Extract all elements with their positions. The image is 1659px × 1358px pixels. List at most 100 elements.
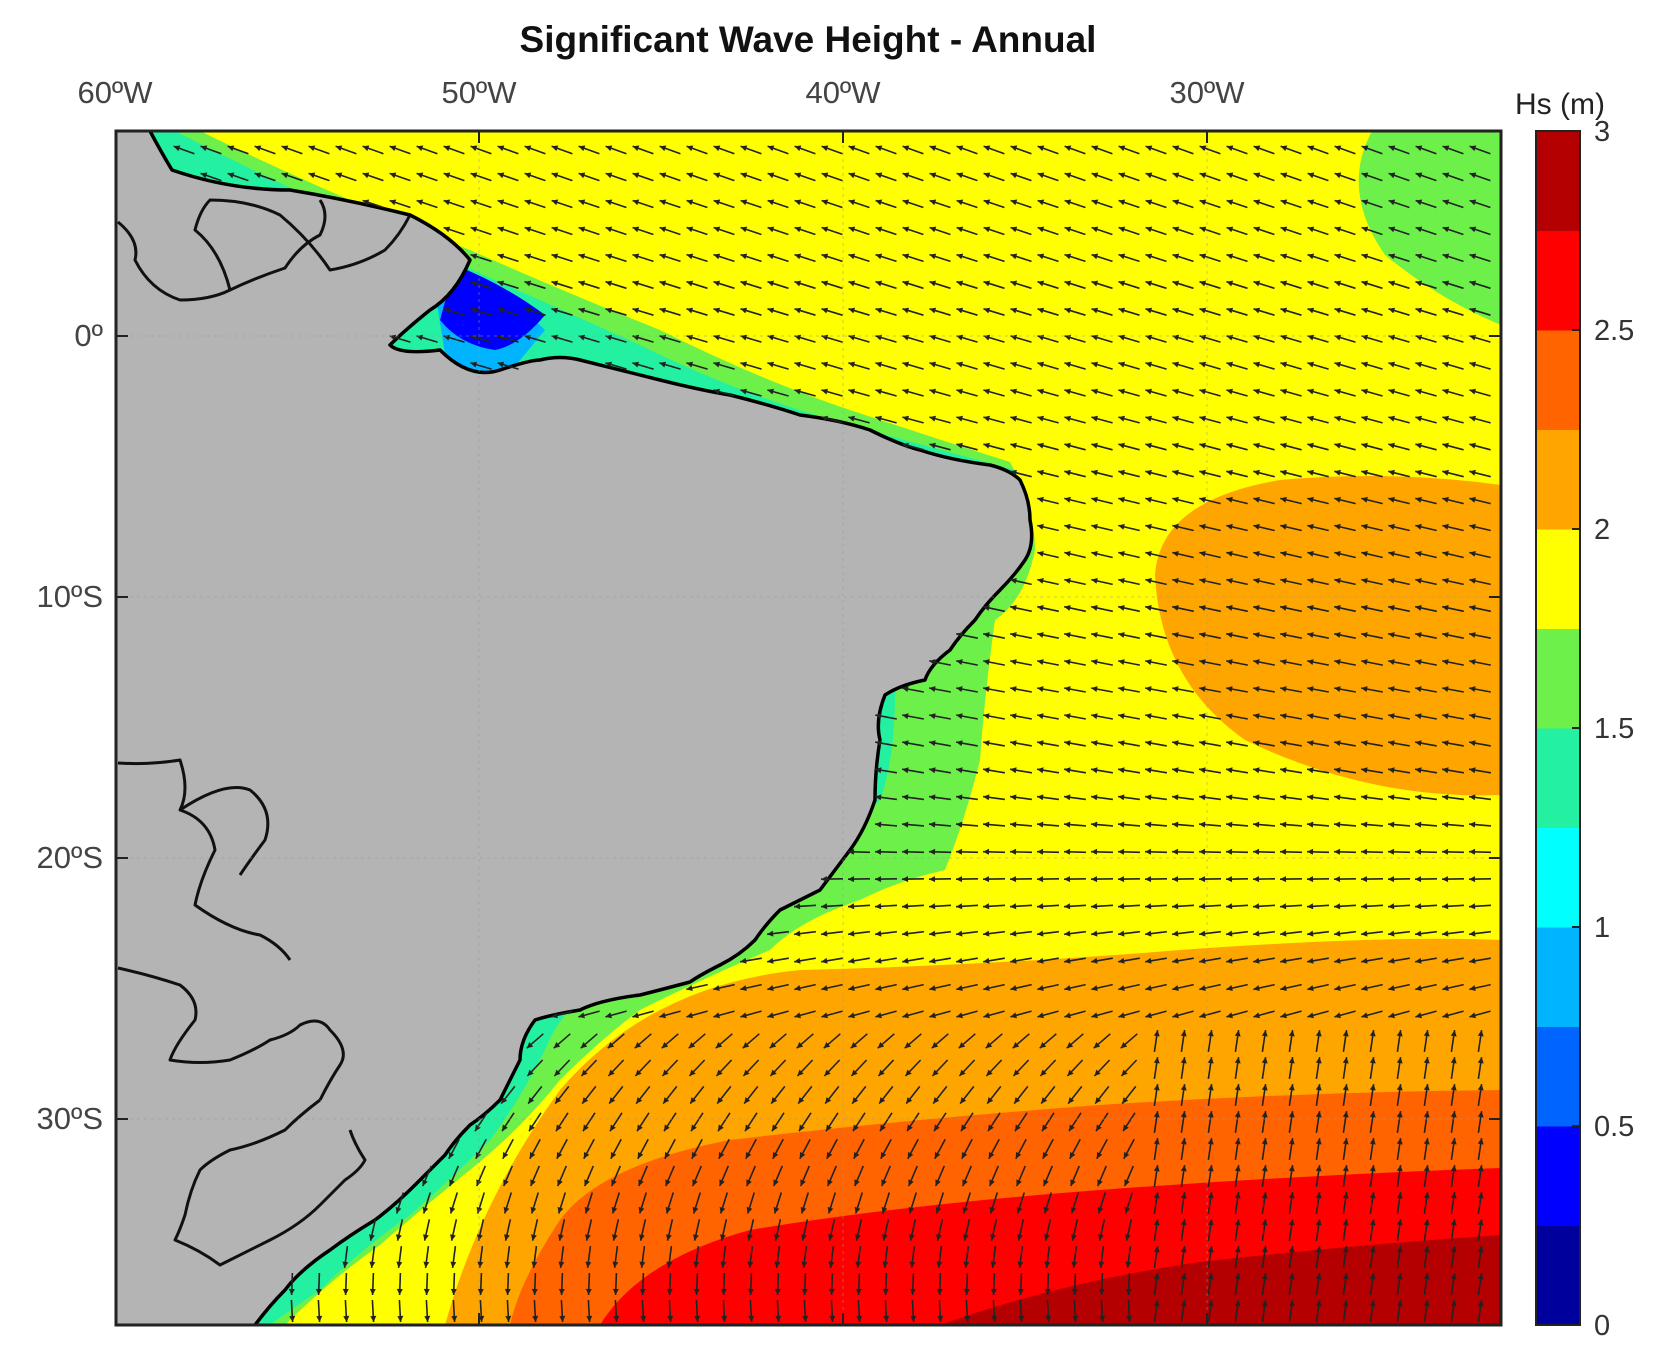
wave-arrow-head xyxy=(1126,1315,1133,1322)
colorbar-tick-label: 3 xyxy=(1594,116,1610,148)
wave-arrow-head xyxy=(1226,985,1233,991)
wave-arrow-head xyxy=(1415,985,1422,991)
wave-arrow-head xyxy=(1010,632,1017,638)
wave-arrow-head xyxy=(852,1097,859,1104)
wave-arrow-head xyxy=(1361,361,1368,368)
wave-arrow-head xyxy=(1280,632,1287,638)
lat-label-0: 0º xyxy=(74,318,103,353)
wave-arrow-head xyxy=(821,145,829,152)
wave-arrow-head xyxy=(933,1097,940,1104)
wave-arrow-head xyxy=(690,1097,697,1104)
wave-arrow-head xyxy=(531,1234,537,1241)
wave-arrow-head xyxy=(423,1288,430,1295)
wave-arrow-head xyxy=(1415,523,1422,530)
wave-arrow-head xyxy=(686,1012,693,1019)
wave-arrow-head xyxy=(1153,1192,1160,1199)
wave-arrow-head xyxy=(1145,172,1153,179)
wave-arrow-head xyxy=(902,957,909,964)
wave-arrow-head xyxy=(1315,1030,1322,1037)
wave-arrow-head xyxy=(1423,1219,1430,1226)
wave-arrow-head xyxy=(717,1097,724,1104)
wave-arrow-head xyxy=(1064,388,1071,395)
wave-arrow-head xyxy=(1253,876,1260,883)
wave-arrow-head xyxy=(902,876,909,883)
wave-arrow-head xyxy=(875,388,882,395)
wave-arrow-head xyxy=(527,1069,534,1076)
wave-arrow-head xyxy=(1037,253,1045,260)
wave-arrow-head xyxy=(801,1261,808,1268)
wave-arrow-head xyxy=(1280,145,1288,152)
wave-arrow-head xyxy=(988,1124,994,1132)
wave-arrow-head xyxy=(578,199,586,206)
wave-arrow-head xyxy=(502,1124,508,1132)
wave-arrow-head xyxy=(929,957,936,964)
wave-arrow-head xyxy=(342,1288,349,1295)
wave-arrow-head xyxy=(1334,632,1341,638)
wave-arrow-head xyxy=(397,1315,404,1322)
graticule xyxy=(116,131,1501,1325)
wave-arrow-head xyxy=(1226,523,1233,530)
wave-arrow-head xyxy=(1415,388,1422,395)
wave-arrow-head xyxy=(1199,686,1206,692)
wave-arrow-head xyxy=(1207,1111,1214,1118)
wave-arrow-head xyxy=(1388,659,1395,665)
colorbar-segment xyxy=(1536,1225,1580,1326)
wave-arrow-head xyxy=(1207,1138,1214,1145)
wave-arrow-head xyxy=(1122,1097,1129,1104)
wave-arrow-head xyxy=(875,307,883,314)
wave-arrow-head xyxy=(1469,172,1477,179)
wave-arrow-head xyxy=(986,1069,993,1076)
lat-label-10s: 10ºS xyxy=(37,579,103,614)
wave-arrow-head xyxy=(853,1124,859,1132)
colorbar-segment xyxy=(1536,927,1580,1027)
wave-arrow-head xyxy=(1388,957,1395,964)
wave-arrow-head xyxy=(1253,496,1260,503)
wave-arrow-head xyxy=(1010,226,1018,233)
wave-arrow-head xyxy=(1442,415,1449,422)
wave-arrow-head xyxy=(1091,361,1098,368)
wave-arrow-head xyxy=(1469,876,1476,883)
wave-arrow-head xyxy=(416,145,424,152)
wave-arrow-head xyxy=(1477,1084,1484,1091)
wave-arrow-head xyxy=(956,903,963,910)
wave-arrow-head xyxy=(909,1234,915,1241)
wave-arrow-head xyxy=(1442,821,1449,828)
wave-arrow-head xyxy=(531,1261,538,1268)
wave-arrow-head xyxy=(1361,523,1368,530)
wave-arrow-head xyxy=(1199,442,1206,449)
wave-arrow-head xyxy=(1172,415,1179,422)
wave-arrow-head xyxy=(551,280,559,287)
wave-arrow-head xyxy=(1064,767,1071,774)
wave-arrow-head xyxy=(880,1124,886,1132)
wave-arrow-head xyxy=(1199,1012,1206,1019)
wave-arrow-head xyxy=(1477,1273,1484,1280)
wave-arrow-head xyxy=(956,713,963,720)
colorbar-segment xyxy=(1536,131,1580,231)
wave-arrow-head xyxy=(1253,253,1261,260)
wave-arrow-head xyxy=(343,1315,350,1322)
wave-arrow-head xyxy=(1361,280,1369,287)
wave-arrow-head xyxy=(1388,794,1395,801)
wave-arrow-head xyxy=(1199,415,1206,422)
wave-arrow-head xyxy=(956,930,963,937)
wave-arrow-head xyxy=(664,1124,670,1132)
wave-arrow-head xyxy=(585,1234,591,1241)
wave-arrow-head xyxy=(1261,1057,1268,1064)
wave-arrow-head xyxy=(1091,307,1099,314)
wave-arrow-head xyxy=(1010,767,1017,774)
wave-arrow-head xyxy=(902,985,909,991)
wave-arrow-head xyxy=(583,1124,589,1132)
wave-arrow-head xyxy=(1207,1165,1214,1172)
wave-arrow-head xyxy=(1064,930,1071,937)
wave-arrow-head xyxy=(1442,442,1449,449)
wave-arrow-head xyxy=(983,903,990,910)
wave-arrow-head xyxy=(470,307,478,314)
wave-arrow-head xyxy=(389,199,397,206)
wave-arrow-head xyxy=(1172,253,1180,260)
wave-arrow-head xyxy=(1199,307,1207,314)
wave-arrow-head xyxy=(1180,1138,1187,1145)
wave-arrow-head xyxy=(1180,1111,1187,1118)
wave-arrow-head xyxy=(1145,253,1153,260)
wave-arrow-head xyxy=(1342,1300,1349,1307)
wave-arrow-head xyxy=(1064,226,1072,233)
